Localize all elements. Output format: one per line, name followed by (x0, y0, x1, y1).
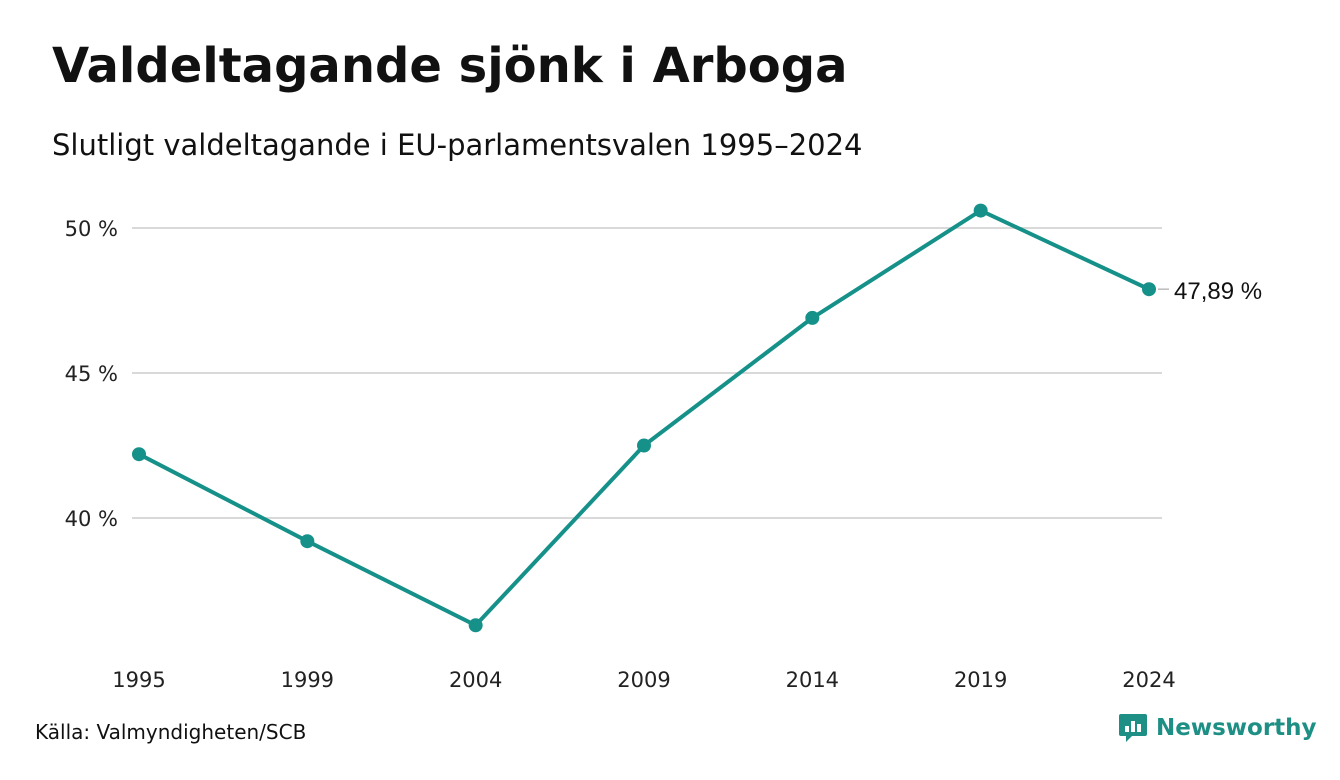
source-note: Källa: Valmyndigheten/SCB (35, 720, 307, 744)
data-point (468, 618, 483, 633)
y-tick-label: 45 % (65, 362, 118, 386)
y-axis-tick-labels: 40 % 45 % 50 % (65, 217, 118, 531)
x-tick-label: 2014 (786, 668, 839, 692)
data-point (973, 203, 988, 218)
y-tick-label: 40 % (65, 507, 118, 531)
series-line (138, 208, 1150, 628)
brand-logo: Newsworthy (1118, 712, 1317, 744)
x-tick-label: 2019 (954, 668, 1007, 692)
chart-title: Valdeltagande sjönk i Arboga (52, 38, 848, 94)
x-tick-label: 2009 (617, 668, 670, 692)
x-tick-label: 1995 (112, 668, 165, 692)
data-point (132, 447, 146, 462)
bar-chart-speech-bubble-icon (1119, 714, 1147, 742)
chart-subtitle: Slutligt valdeltagande i EU-parlamentsva… (52, 128, 863, 162)
x-axis-tick-labels: 1995 1999 2004 2009 2014 2019 2024 (112, 668, 1175, 692)
data-point (805, 310, 820, 325)
data-point (1142, 282, 1156, 297)
x-tick-label: 2004 (449, 668, 502, 692)
data-point (300, 534, 315, 549)
data-point (637, 438, 651, 453)
end-value-label: 47,89 % (1174, 278, 1262, 305)
x-tick-label: 1999 (281, 668, 334, 692)
end-annotation: 47,89 % (1158, 278, 1262, 305)
x-tick-label: 2024 (1122, 668, 1175, 692)
gridlines (132, 227, 1162, 519)
series-layer (132, 203, 1156, 633)
brand-name: Newsworthy (1156, 715, 1317, 741)
y-tick-label: 50 % (65, 217, 118, 241)
